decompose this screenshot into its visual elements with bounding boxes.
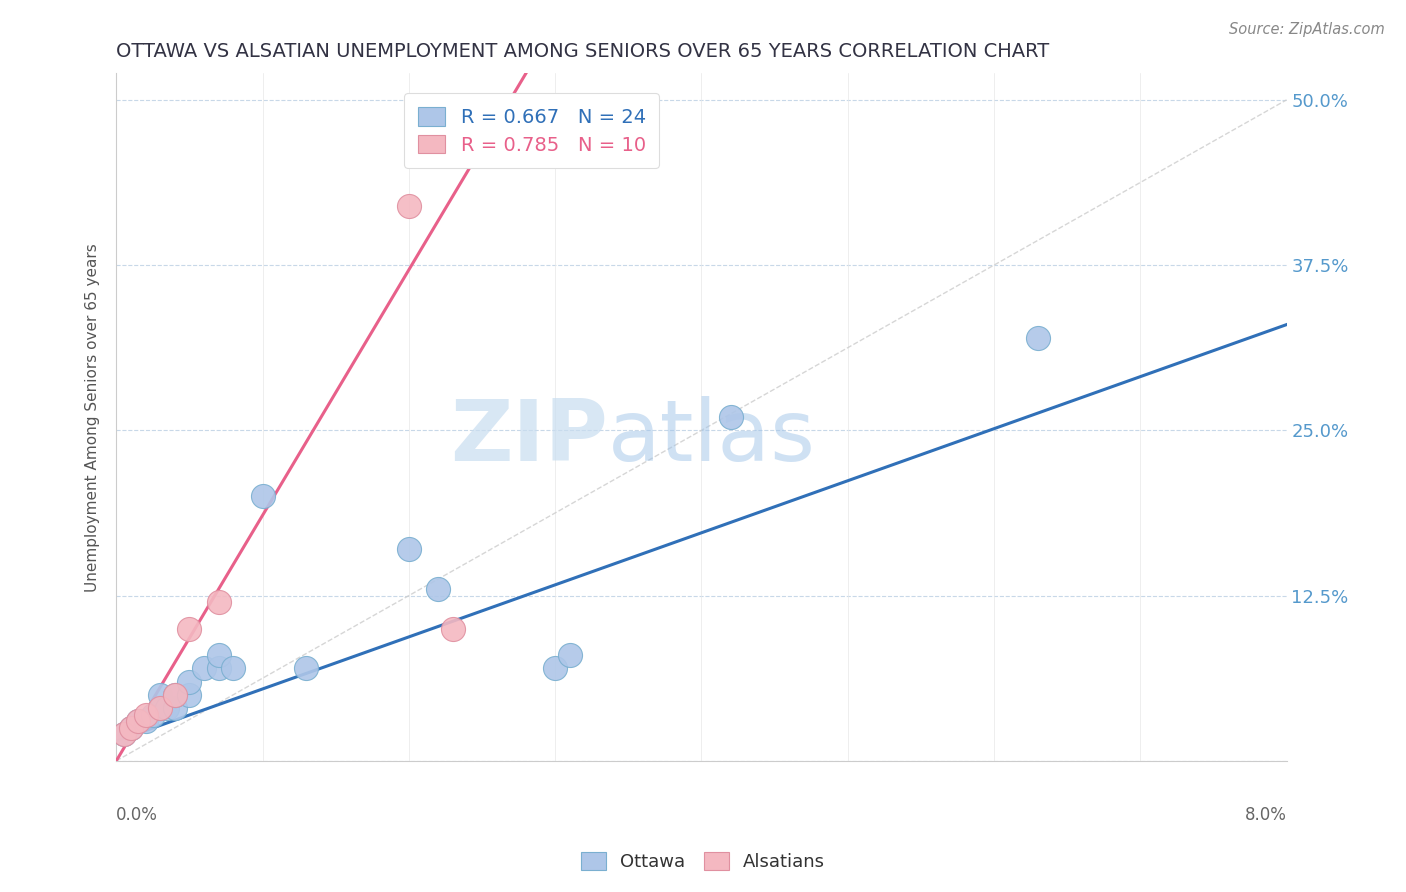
Text: 0.0%: 0.0% — [117, 805, 157, 823]
Point — [149, 701, 172, 715]
Point — [179, 688, 201, 702]
Point — [149, 701, 172, 715]
Point — [544, 661, 567, 675]
Point — [558, 648, 581, 662]
Text: Source: ZipAtlas.com: Source: ZipAtlas.com — [1229, 22, 1385, 37]
Text: atlas: atlas — [607, 396, 815, 479]
Point — [163, 688, 186, 702]
Point — [295, 661, 318, 675]
Point — [252, 490, 274, 504]
Text: ZIP: ZIP — [450, 396, 607, 479]
Text: OTTAWA VS ALSATIAN UNEMPLOYMENT AMONG SENIORS OVER 65 YEARS CORRELATION CHART: OTTAWA VS ALSATIAN UNEMPLOYMENT AMONG SE… — [117, 42, 1049, 61]
Point — [163, 688, 186, 702]
Legend: Ottawa, Alsatians: Ottawa, Alsatians — [574, 846, 832, 879]
Point — [142, 707, 165, 722]
Point — [208, 661, 231, 675]
Point — [112, 727, 135, 741]
Point — [398, 199, 420, 213]
Point — [163, 701, 186, 715]
Point — [179, 674, 201, 689]
Point — [179, 622, 201, 636]
Y-axis label: Unemployment Among Seniors over 65 years: Unemployment Among Seniors over 65 years — [86, 243, 100, 591]
Point — [208, 648, 231, 662]
Point — [135, 707, 157, 722]
Point — [156, 701, 179, 715]
Point — [127, 714, 149, 728]
Point — [112, 727, 135, 741]
Point — [441, 622, 464, 636]
Point — [427, 582, 450, 596]
Legend: R = 0.667   N = 24, R = 0.785   N = 10: R = 0.667 N = 24, R = 0.785 N = 10 — [404, 94, 659, 169]
Point — [720, 410, 742, 425]
Point — [120, 721, 142, 735]
Point — [149, 688, 172, 702]
Text: 8.0%: 8.0% — [1244, 805, 1286, 823]
Point — [398, 542, 420, 557]
Point — [208, 595, 231, 609]
Point — [222, 661, 245, 675]
Point — [135, 714, 157, 728]
Point — [1026, 331, 1049, 345]
Point — [193, 661, 215, 675]
Point — [127, 714, 149, 728]
Point — [120, 721, 142, 735]
